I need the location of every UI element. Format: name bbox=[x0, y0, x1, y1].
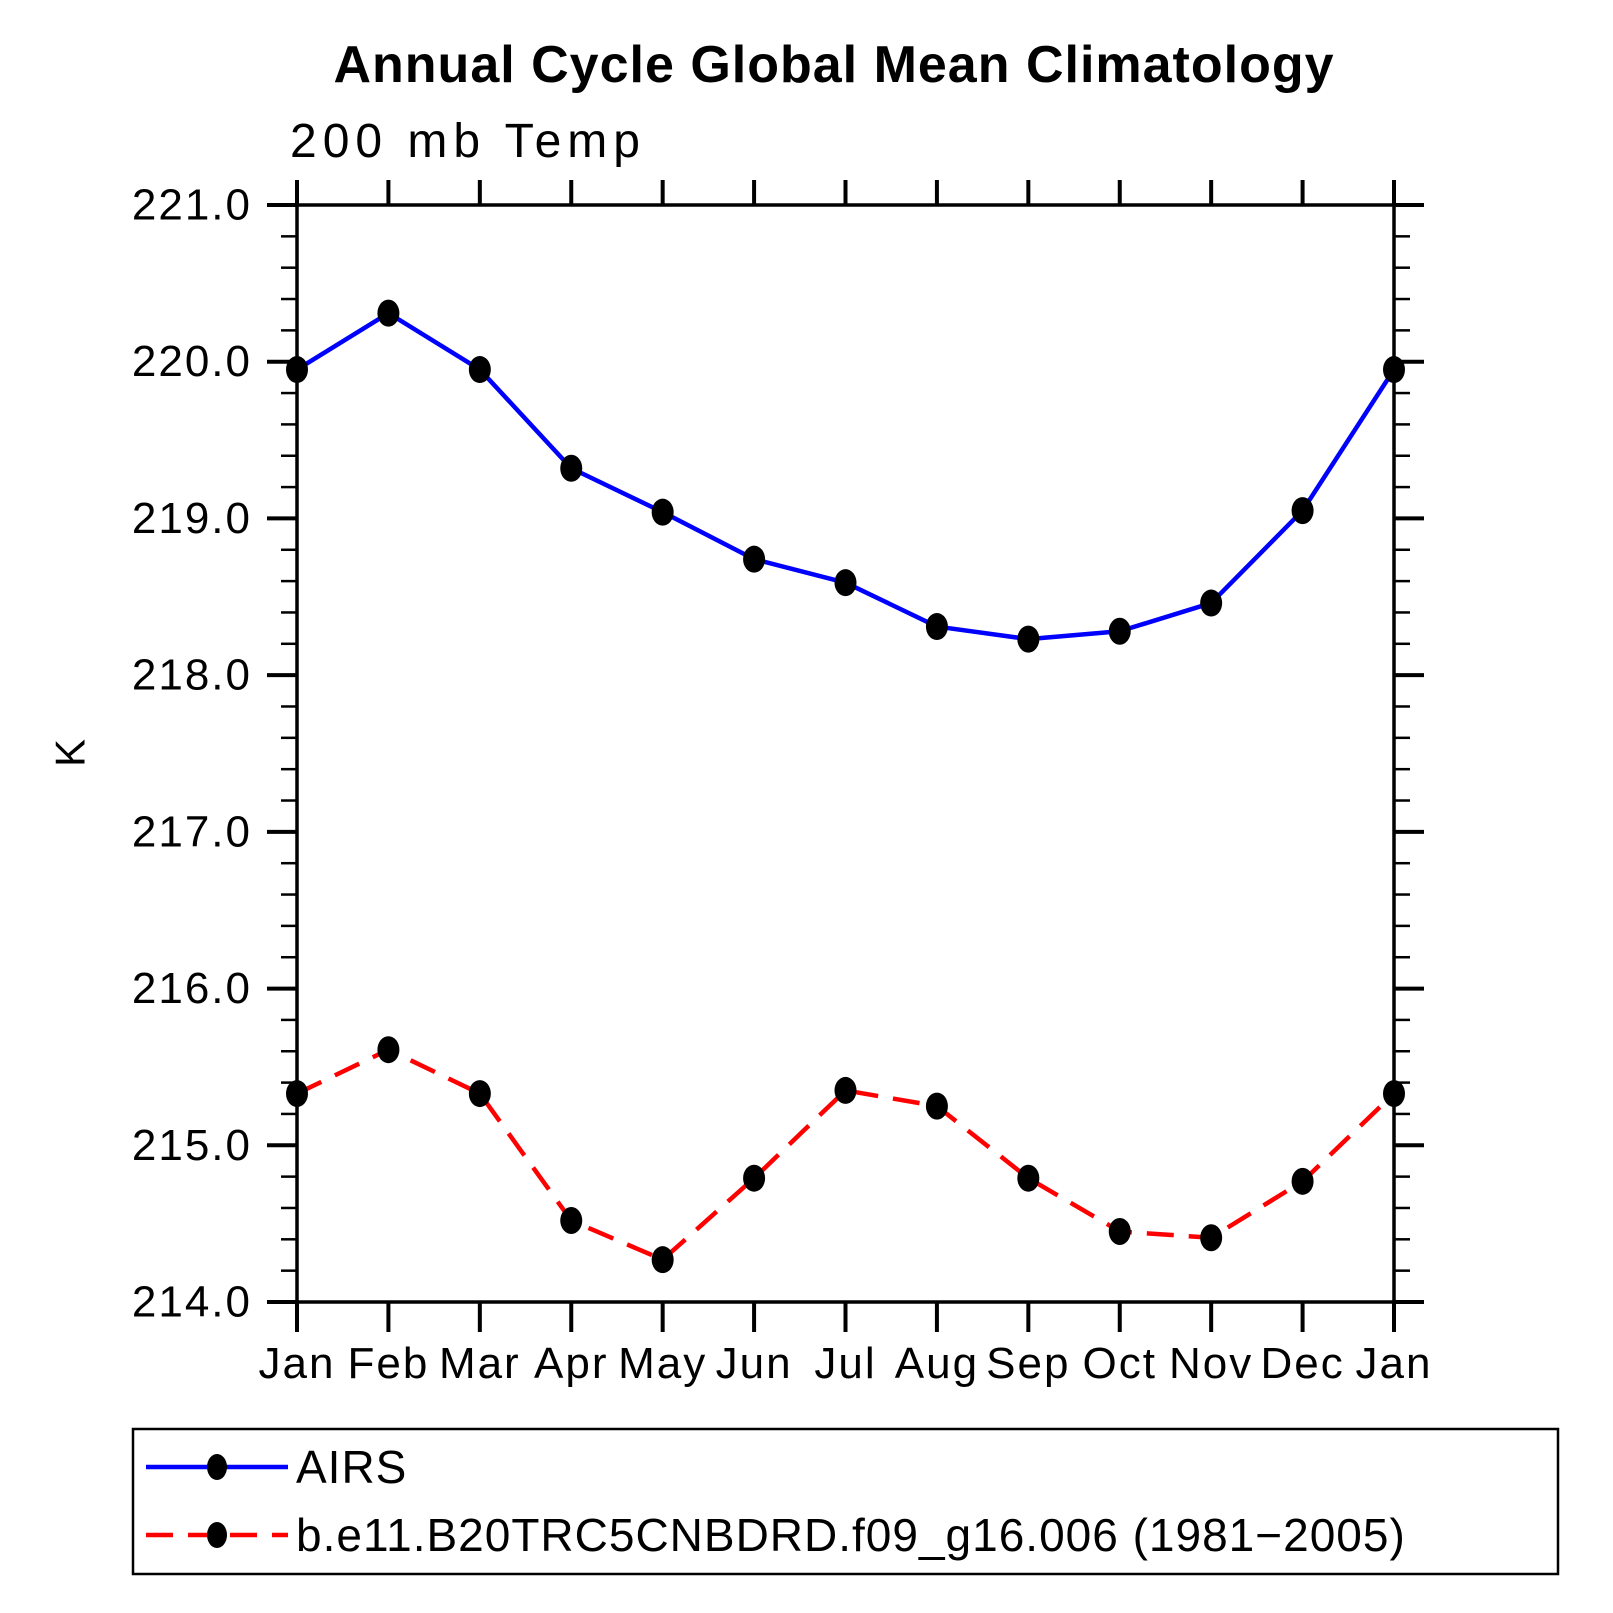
chart-subtitle: 200 mb Temp bbox=[290, 115, 646, 168]
y-tick-label: 215.0 bbox=[132, 1121, 252, 1170]
data-point-marker bbox=[834, 1076, 857, 1104]
x-tick-label: Oct bbox=[1083, 1339, 1157, 1388]
data-point-marker bbox=[1017, 1164, 1040, 1192]
y-tick-label: 218.0 bbox=[132, 651, 252, 700]
data-point-marker bbox=[377, 1036, 400, 1064]
y-tick-label: 214.0 bbox=[132, 1278, 252, 1327]
x-tick-label: Apr bbox=[534, 1339, 608, 1388]
x-tick-label: May bbox=[618, 1339, 707, 1388]
data-point-marker bbox=[560, 454, 583, 482]
data-point-marker bbox=[1108, 617, 1131, 645]
data-point-marker bbox=[1291, 497, 1314, 525]
x-tick-label: Aug bbox=[895, 1339, 979, 1388]
x-tick-label: Jun bbox=[716, 1339, 793, 1388]
data-point-marker bbox=[743, 545, 766, 573]
data-point-marker bbox=[1383, 356, 1405, 384]
data-point-marker bbox=[651, 498, 674, 526]
x-tick-label: Jan bbox=[259, 1339, 336, 1388]
legend-label-0: AIRS bbox=[296, 1441, 407, 1493]
data-point-marker bbox=[651, 1246, 674, 1274]
data-point-marker bbox=[377, 299, 400, 327]
data-point-marker bbox=[834, 569, 857, 597]
x-tick-label: Jul bbox=[814, 1339, 876, 1388]
chart-title: Annual Cycle Global Mean Climatology bbox=[333, 36, 1334, 94]
data-point-marker bbox=[925, 1092, 948, 1120]
y-tick-label: 220.0 bbox=[132, 337, 252, 386]
data-point-marker bbox=[1200, 1224, 1223, 1252]
y-tick-label: 221.0 bbox=[132, 181, 252, 230]
data-point-marker bbox=[1017, 625, 1040, 653]
x-tick-label: Mar bbox=[439, 1339, 521, 1388]
data-point-marker bbox=[743, 1164, 766, 1192]
data-point-marker bbox=[1383, 1080, 1405, 1108]
data-point-marker bbox=[1291, 1167, 1314, 1195]
data-point-marker bbox=[1108, 1217, 1131, 1245]
x-tick-label: Jan bbox=[1356, 1339, 1433, 1388]
data-point-marker bbox=[286, 1080, 308, 1108]
legend-marker-1 bbox=[207, 1522, 227, 1548]
y-tick-label: 219.0 bbox=[132, 494, 252, 543]
legend-label-1: b.e11.B20TRC5CNBDRD.f09_g16.006 (1981−20… bbox=[296, 1509, 1406, 1561]
plot-box bbox=[295, 203, 1396, 1304]
y-axis-title: K bbox=[47, 739, 94, 767]
data-point-marker bbox=[468, 356, 491, 384]
data-point-marker bbox=[286, 356, 308, 384]
legend-marker-0 bbox=[207, 1454, 227, 1480]
data-point-marker bbox=[1200, 589, 1223, 617]
legend-box bbox=[131, 1427, 1560, 1576]
y-tick-label: 216.0 bbox=[132, 964, 252, 1013]
x-tick-label: Sep bbox=[986, 1339, 1070, 1388]
x-tick-label: Feb bbox=[348, 1339, 430, 1388]
data-point-marker bbox=[468, 1080, 491, 1108]
data-point-marker bbox=[560, 1207, 583, 1235]
x-tick-label: Dec bbox=[1260, 1339, 1344, 1388]
y-tick-label: 217.0 bbox=[132, 807, 252, 856]
x-tick-label: Nov bbox=[1169, 1339, 1253, 1388]
data-point-marker bbox=[925, 613, 948, 641]
